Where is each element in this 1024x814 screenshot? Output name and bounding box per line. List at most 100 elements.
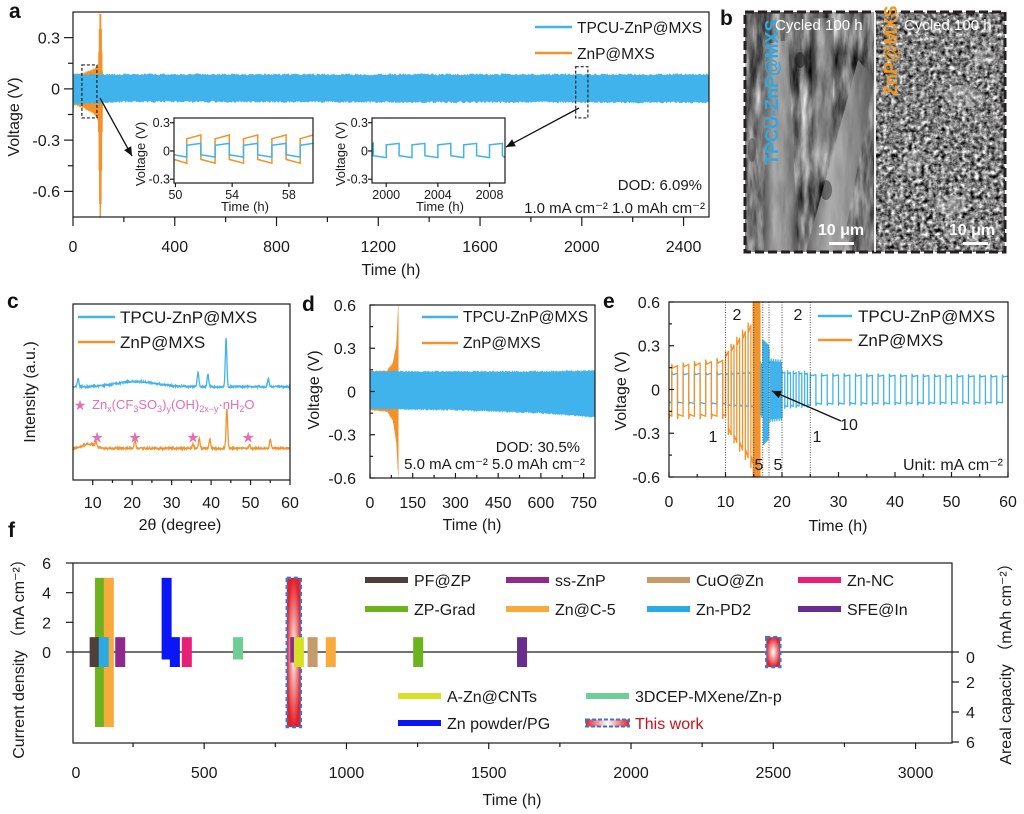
legend-label-tpcu-znp-mxs: TPCU-ZnP@MXS — [577, 20, 702, 37]
legend-label-znp-mxs: ZnP@MXS — [858, 331, 943, 350]
y-axis-title: Voltage (V) — [613, 351, 630, 430]
rate-label: 2 — [794, 307, 803, 324]
y-tick-label: 0 — [347, 384, 356, 401]
rate-label: 1 — [709, 429, 718, 446]
fiber-shape — [764, 40, 798, 252]
data-series — [668, 301, 1009, 478]
rate-label: 10 — [840, 417, 858, 434]
xrd-pattern-tpcu-znp-mxs — [72, 337, 291, 390]
y-tick-label: 0.3 — [334, 341, 356, 358]
legend-label-znp-mxs: ZnP@MXS — [120, 333, 205, 352]
panel-a: a 0 400 800 1200 1600 2000 2400 0.3 0 -0.3 -0.6 TPC… — [6, 0, 710, 279]
legend-label-zp-grad: ZP-Grad — [414, 602, 475, 619]
inset-2-y-axis-title: Voltage (V) — [333, 122, 348, 186]
legend-label-tpcu-znp-mxs: TPCU-ZnP@MXS — [120, 308, 257, 327]
panel-d: d 0 150 300 450 600 750 0.6 0.3 0 -0.3 -0.6 TPCU-Zn… — [302, 293, 597, 534]
legend-label-znp-mxs: ZnP@MXS — [577, 46, 655, 63]
y-tick-label-left: 4 — [42, 586, 51, 603]
zoom-region-box — [81, 64, 98, 119]
x-tick-label: 2000 — [613, 765, 649, 782]
bar-cuo-zn — [307, 637, 318, 667]
x-tick-label: 2500 — [756, 765, 792, 782]
plot-frame — [72, 303, 291, 481]
y-tick-label: 0.6 — [638, 295, 660, 312]
y-axis-title-right: Areal capacity （mAh cm⁻²） — [997, 555, 1015, 764]
legend-label-tpcu-znp-mxs: TPCU-ZnP@MXS — [858, 307, 995, 326]
series-znp-mxs — [668, 301, 761, 478]
panel-label-f: f — [8, 519, 16, 542]
legend-label-znp-mxs: ZnP@MXS — [463, 335, 541, 352]
y-tick-label: -0.3 — [632, 426, 660, 443]
bar-zn-c-5 — [325, 637, 336, 667]
series-tpcu-znp-mxs — [370, 369, 595, 418]
sem-image-znp-mxs — [876, 12, 1005, 252]
legend-label-a-zn-cnts: A-Zn@CNTs — [447, 689, 537, 706]
legend-swatch-zn-powder-pg — [398, 720, 441, 726]
phase-marker-star: ★ — [90, 429, 103, 446]
inset-1-y-axis-title: Voltage (V) — [133, 122, 148, 186]
conditions-annotation: 5.0 mA cm⁻² 5.0 mAh cm⁻² — [404, 456, 585, 473]
rate-label-arrow-head — [772, 390, 782, 399]
bar-zn-powder-pg — [169, 637, 180, 667]
y-tick-label-right: 2 — [966, 675, 975, 692]
y-tick-label-left: 0 — [42, 645, 51, 662]
formula-subscript: 3 — [157, 404, 162, 414]
fiber-shape — [810, 18, 834, 160]
bar-zn-nc — [181, 637, 192, 667]
phase-marker-star: ★ — [241, 429, 254, 446]
x-tick-label: 2008 — [476, 188, 504, 202]
panel-d-plot: 0 150 300 450 600 750 0.6 0.3 0 -0.3 -0.6 TPCU-ZnP@… — [328, 298, 597, 512]
conditions-annotation: 1.0 mA cm⁻² 1.0 mAh cm⁻² — [524, 200, 705, 217]
zoom-arrow-2 — [505, 107, 580, 148]
x-tick-label: 600 — [528, 495, 555, 512]
legend-label-zn-powder-pg: Zn powder/PG — [447, 716, 550, 733]
legend-swatch-zn-nc — [798, 577, 841, 583]
flake-shape — [902, 151, 922, 179]
panel-label-c: c — [7, 290, 19, 313]
dod-annotation: DOD: 6.09% — [618, 177, 702, 194]
x-tick-label: 500 — [191, 765, 218, 782]
legend-label-ss-znp: ss-ZnP — [555, 573, 606, 590]
x-tick-label: 40 — [886, 494, 904, 511]
bar-zn-pd2 — [98, 637, 109, 667]
phase-legend-star: ★ — [74, 397, 87, 413]
x-axis-title: Time (h) — [362, 262, 421, 279]
x-tick-label: 1600 — [462, 239, 498, 256]
formula-text: (OH) — [171, 397, 199, 412]
y-tick-label-left: 2 — [42, 615, 51, 632]
x-tick-label: 1000 — [329, 765, 365, 782]
sem-image-tpcu-znp-mxs — [745, 12, 874, 252]
x-tick-label: 60 — [281, 495, 299, 512]
x-tick-label: 10 — [717, 494, 735, 511]
x-tick-label: 20 — [123, 495, 141, 512]
dod-annotation: DOD: 30.5% — [496, 439, 580, 456]
bar-ss-znp — [115, 637, 126, 667]
legend: PF@ZP ss-ZnP CuO@Zn Zn-NC ZP-Grad Zn@C-5 Zn-PD… — [365, 573, 908, 733]
flake-shape — [973, 50, 997, 66]
y-axis-title: Voltage (V) — [306, 350, 323, 429]
y-tick-label-right: 6 — [966, 735, 975, 752]
phase-marker-star: ★ — [186, 429, 199, 446]
sem-sample-label: TPCU-ZnP@MXS — [762, 19, 782, 165]
inset-2: 2000 2004 2008 0.3 0 -0.3 — [346, 116, 506, 202]
rate-label: 5 — [774, 457, 783, 474]
x-tick-label: 0 — [665, 494, 674, 511]
legend-swatch-sfe-in — [798, 606, 841, 612]
legend-label-tpcu-znp-mxs: TPCU-ZnP@MXS — [463, 309, 588, 326]
formula-subscript: y — [167, 404, 172, 414]
panel-e-plot: 0 10 20 30 40 50 60 0.6 0.3 0 -0.3 -0.6 1 2 5 10 5 2 1 TPCU… — [632, 295, 1017, 511]
y-tick-label: 0 — [163, 144, 170, 158]
legend-label-pf-zp: PF@ZP — [414, 573, 471, 590]
legend-label-sfe-in: SFE@In — [847, 602, 908, 619]
legend-label-this-work: This work — [635, 716, 704, 733]
scale-bar-label: 10 μm — [818, 222, 864, 239]
panel-label-d: d — [302, 293, 315, 316]
x-tick-label: 10 — [84, 495, 102, 512]
legend-label-zn-pd2: Zn-PD2 — [696, 602, 751, 619]
xrd-pattern-znp-mxs — [72, 408, 291, 452]
legend-label-zn-c-5: Zn@C-5 — [555, 602, 616, 619]
sem-caption: Cycled 100 h — [904, 17, 992, 34]
x-tick-label: 20 — [773, 494, 791, 511]
scale-bar-label: 10 μm — [949, 222, 995, 239]
flake-shape — [944, 85, 980, 107]
